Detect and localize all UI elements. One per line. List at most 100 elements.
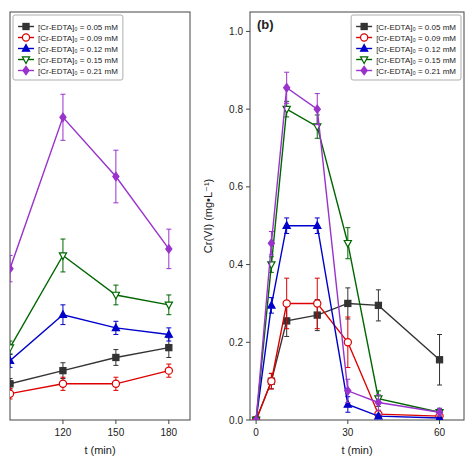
error-bar-cap — [315, 233, 320, 234]
tick-label: 150 — [108, 427, 125, 438]
series — [10, 94, 172, 282]
legend-marker — [23, 66, 29, 74]
error-bar-cap — [113, 334, 118, 335]
error-bar-cap — [284, 233, 289, 234]
data-point — [59, 311, 66, 318]
error-bar-cap — [10, 388, 13, 389]
plot-data — [253, 72, 444, 420]
error-bar-cap — [113, 377, 118, 378]
error-bar-cap — [10, 354, 13, 355]
tick-label: 60 — [434, 427, 446, 438]
error-bar — [113, 350, 118, 366]
error-bar-cap — [166, 268, 171, 269]
error-bar-cap — [113, 321, 118, 322]
legend-marker — [22, 45, 29, 52]
legend-item: [Cr-EDTA]₀ = 0.05 mM — [18, 23, 118, 32]
panel: 03060t (min)0.00.20.40.60.81.0Cr(VI) (mg… — [202, 12, 464, 456]
legend-item: [Cr-EDTA]₀ = 0.15 mM — [356, 56, 456, 65]
data-point — [344, 339, 351, 346]
error-bar — [376, 290, 381, 321]
error-bar-cap — [60, 362, 65, 363]
figure: 120150180t (min)[Cr-EDTA]₀ = 0.05 mM[Cr-… — [0, 0, 474, 474]
data-point — [283, 300, 290, 307]
data-point — [112, 292, 119, 299]
plot-frame — [10, 12, 190, 420]
error-bar — [345, 379, 350, 402]
tick-mark — [115, 420, 116, 424]
data-point — [283, 222, 290, 229]
error-bar — [437, 408, 442, 416]
data-point — [60, 368, 66, 374]
series-line — [10, 315, 169, 361]
panel: 120150180t (min)[Cr-EDTA]₀ = 0.05 mM[Cr-… — [6, 12, 190, 456]
error-bar-cap — [376, 390, 381, 391]
error-bar-cap — [10, 354, 13, 355]
error-bar-cap — [166, 294, 171, 295]
error-bar-cap — [166, 364, 171, 365]
data-point — [268, 378, 275, 385]
legend: [Cr-EDTA]₀ = 0.05 mM[Cr-EDTA]₀ = 0.09 mM… — [351, 15, 461, 80]
error-bar — [60, 94, 65, 140]
data-point — [166, 345, 172, 351]
error-bar — [437, 335, 442, 386]
legend-label: [Cr-EDTA]₀ = 0.05 mM — [38, 23, 118, 32]
error-bar-cap — [269, 272, 274, 273]
series-line — [256, 303, 439, 420]
error-bar — [10, 255, 13, 281]
error-bar-cap — [166, 341, 171, 342]
error-bar-cap — [10, 398, 13, 399]
error-bar-cap — [284, 72, 289, 73]
legend-marker — [22, 57, 29, 64]
tick-label: 0.4 — [229, 259, 243, 270]
series-line — [256, 109, 439, 420]
legend-label: [Cr-EDTA]₀ = 0.21 mM — [376, 67, 456, 76]
error-bar-cap — [60, 390, 65, 391]
error-bar-cap — [437, 334, 442, 335]
tick-label: 0.8 — [229, 104, 243, 115]
error-bar — [345, 288, 350, 319]
tick-mark — [246, 109, 250, 110]
legend-item: [Cr-EDTA]₀ = 0.05 mM — [356, 23, 456, 32]
error-bar-cap — [269, 231, 274, 232]
error-bar — [315, 94, 320, 125]
series — [10, 305, 172, 368]
tick-mark — [439, 420, 440, 424]
error-bar-cap — [113, 365, 118, 366]
error-bar-cap — [166, 377, 171, 378]
error-bar-cap — [345, 379, 350, 380]
error-bar-cap — [113, 390, 118, 391]
error-bar-cap — [269, 297, 274, 298]
error-bar-cap — [113, 349, 118, 350]
error-bar-cap — [166, 314, 171, 315]
data-point — [165, 367, 172, 374]
legend-label: [Cr-EDTA]₀ = 0.09 mM — [38, 34, 118, 43]
tick-label: 30 — [342, 427, 354, 438]
series-line — [10, 255, 169, 347]
series — [10, 364, 172, 399]
data-point — [344, 241, 351, 248]
tick-label: 1.0 — [229, 26, 243, 37]
error-bar — [166, 229, 171, 268]
data-point — [253, 416, 259, 420]
error-bar — [269, 232, 274, 255]
data-point — [345, 300, 351, 306]
data-point — [113, 354, 119, 360]
legend-box — [351, 15, 461, 80]
error-bar-cap — [284, 116, 289, 117]
legend-marker — [23, 23, 29, 29]
error-bar-cap — [315, 217, 320, 218]
data-point — [284, 84, 290, 92]
legend-label: [Cr-EDTA]₀ = 0.12 mM — [376, 45, 456, 54]
data-point — [436, 357, 442, 363]
tick-label: 180 — [160, 427, 177, 438]
error-bar-cap — [60, 304, 65, 305]
error-bar-cap — [269, 388, 274, 389]
error-bar — [10, 379, 13, 390]
error-bar-cap — [113, 285, 118, 286]
error-bar — [166, 338, 171, 358]
error-bar — [437, 408, 442, 416]
error-bar-cap — [376, 394, 381, 395]
data-point — [314, 105, 320, 113]
error-bar-cap — [269, 254, 274, 255]
error-bar-cap — [10, 367, 13, 368]
